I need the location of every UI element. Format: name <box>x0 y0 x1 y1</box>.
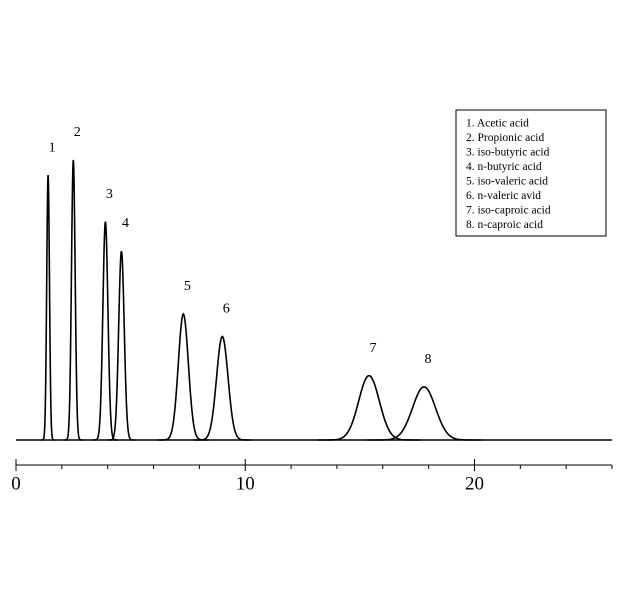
peak-label: 4 <box>122 216 129 231</box>
peak-label: 6 <box>223 302 230 317</box>
peak-label: 1 <box>49 140 56 155</box>
peak-label: 2 <box>74 125 81 140</box>
peak <box>366 385 482 441</box>
peak <box>64 159 83 441</box>
peak <box>317 374 421 441</box>
legend-entry: 4. n-butyric acid <box>466 161 542 173</box>
x-tick-label: 0 <box>11 473 21 494</box>
legend-entry: 5. iso-valeric acid <box>466 176 548 188</box>
x-tick-label: 10 <box>236 473 255 494</box>
peak <box>41 175 55 441</box>
peak-label: 3 <box>106 187 113 202</box>
peak <box>92 221 119 441</box>
peak <box>158 312 209 441</box>
legend-entry: 2. Propionic acid <box>466 132 544 144</box>
peak <box>107 250 136 441</box>
legend-entry: 1. Acetic acid <box>466 118 529 130</box>
peak <box>193 335 251 441</box>
x-tick-label: 20 <box>465 473 484 494</box>
peak-label: 8 <box>425 352 432 367</box>
legend-entry: 8. n-caproic acid <box>466 219 543 231</box>
legend-box <box>455 109 607 237</box>
peak-label: 5 <box>184 279 191 294</box>
legend-entry: 7. iso-caproic acid <box>466 205 551 217</box>
legend-entry: 6. n-valeric avid <box>466 190 541 202</box>
legend-entry: 3. iso-butyric acid <box>466 147 550 159</box>
peak-label: 7 <box>370 341 377 356</box>
